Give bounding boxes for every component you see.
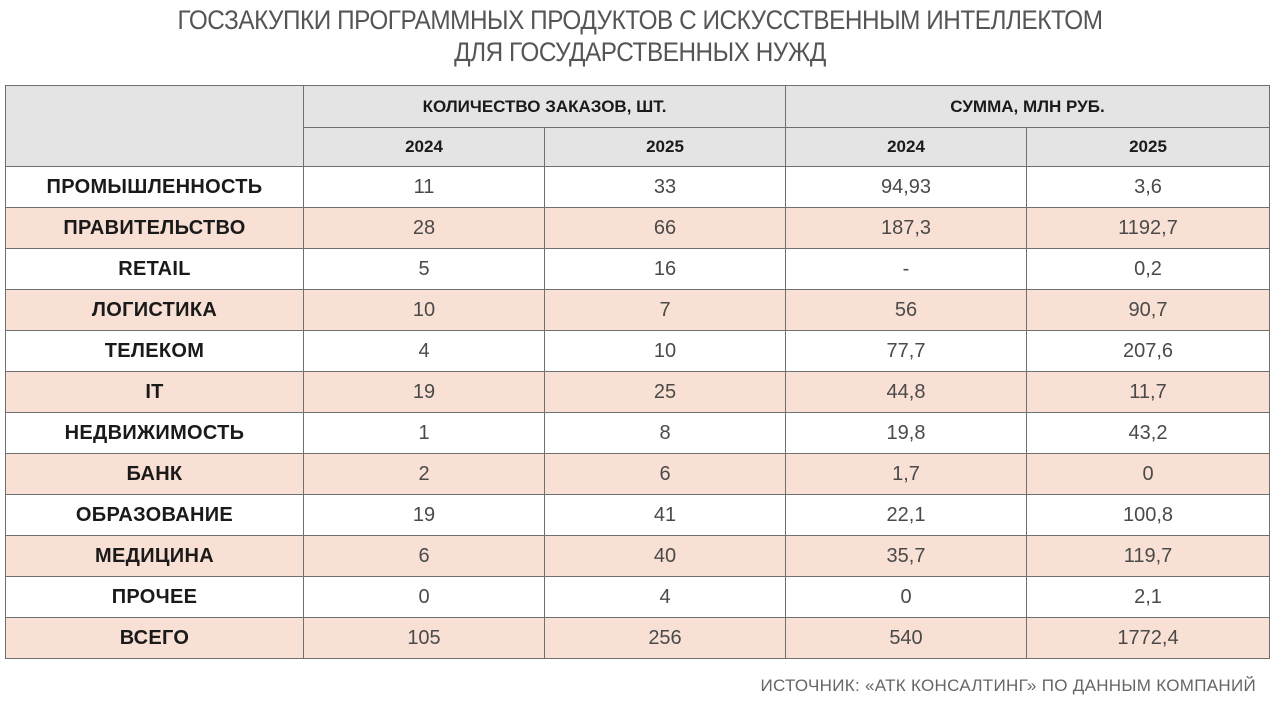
cell-orders-2024: 105 bbox=[303, 617, 545, 659]
cell-orders-2025: 16 bbox=[544, 248, 786, 290]
cell-sum-2024: - bbox=[785, 248, 1027, 290]
cell-sum-2024: 44,8 bbox=[785, 371, 1027, 413]
table-row: ТЕЛЕКОМ 4 10 77,7 207,6 bbox=[5, 330, 1270, 372]
cell-orders-2024: 6 bbox=[303, 535, 545, 577]
cell-orders-2025: 10 bbox=[544, 330, 786, 372]
cell-sum-2025: 3,6 bbox=[1026, 166, 1270, 208]
row-category-label: ТЕЛЕКОМ bbox=[5, 330, 304, 372]
cell-orders-2025: 8 bbox=[544, 412, 786, 454]
cell-sum-2024: 35,7 bbox=[785, 535, 1027, 577]
table-row: ПРОМЫШЛЕННОСТЬ 11 33 94,93 3,6 bbox=[5, 166, 1270, 208]
year-header-sum-2025: 2025 bbox=[1026, 127, 1270, 167]
cell-orders-2025: 41 bbox=[544, 494, 786, 536]
cell-orders-2024: 19 bbox=[303, 494, 545, 536]
cell-sum-2025: 2,1 bbox=[1026, 576, 1270, 618]
chart-title: ГОСЗАКУПКИ ПРОГРАММНЫХ ПРОДУКТОВ С ИСКУС… bbox=[64, 4, 1216, 68]
cell-orders-2025: 25 bbox=[544, 371, 786, 413]
procurement-table: КОЛИЧЕСТВО ЗАКАЗОВ, ШТ. СУММА, МЛН РУБ. … bbox=[5, 85, 1270, 659]
row-category-label: МЕДИЦИНА bbox=[5, 535, 304, 577]
table-row: ПРАВИТЕЛЬСТВО 28 66 187,3 1192,7 bbox=[5, 207, 1270, 249]
row-category-label: ПРОЧЕЕ bbox=[5, 576, 304, 618]
table-row: БАНК 2 6 1,7 0 bbox=[5, 453, 1270, 495]
table-row: НЕДВИЖИМОСТЬ 1 8 19,8 43,2 bbox=[5, 412, 1270, 454]
cell-sum-2025: 43,2 bbox=[1026, 412, 1270, 454]
cell-orders-2025: 33 bbox=[544, 166, 786, 208]
cell-orders-2025: 66 bbox=[544, 207, 786, 249]
row-category-label: НЕДВИЖИМОСТЬ bbox=[5, 412, 304, 454]
cell-sum-2024: 187,3 bbox=[785, 207, 1027, 249]
source-note: ИСТОЧНИК: «АТК КОНСАЛТИНГ» ПО ДАННЫМ КОМ… bbox=[760, 676, 1256, 695]
cell-sum-2025: 90,7 bbox=[1026, 289, 1270, 331]
table-row: ОБРАЗОВАНИЕ 19 41 22,1 100,8 bbox=[5, 494, 1270, 536]
cell-orders-2024: 19 bbox=[303, 371, 545, 413]
row-category-label: IT bbox=[5, 371, 304, 413]
cell-orders-2025: 40 bbox=[544, 535, 786, 577]
cell-orders-2024: 5 bbox=[303, 248, 545, 290]
row-category-label: ЛОГИСТИКА bbox=[5, 289, 304, 331]
cell-orders-2024: 0 bbox=[303, 576, 545, 618]
cell-orders-2024: 2 bbox=[303, 453, 545, 495]
table-body: ПРОМЫШЛЕННОСТЬ 11 33 94,93 3,6 ПРАВИТЕЛЬСТВО 2… bbox=[5, 166, 1270, 659]
cell-sum-2024: 56 bbox=[785, 289, 1027, 331]
row-category-label: ПРАВИТЕЛЬСТВО bbox=[5, 207, 304, 249]
title-line-2: ДЛЯ ГОСУДАРСТВЕННЫХ НУЖД bbox=[454, 37, 826, 67]
cell-sum-2025: 11,7 bbox=[1026, 371, 1270, 413]
cell-orders-2024: 28 bbox=[303, 207, 545, 249]
row-category-label: БАНК bbox=[5, 453, 304, 495]
year-header-orders-2024: 2024 bbox=[303, 127, 545, 167]
cell-orders-2025: 7 bbox=[544, 289, 786, 331]
corner-header-cell bbox=[5, 85, 304, 167]
year-header-orders-2025: 2025 bbox=[544, 127, 786, 167]
table-row: RETAIL 5 16-0,2 bbox=[5, 248, 1270, 290]
table-row: ВСЕГО 105 256 540 1772,4 bbox=[5, 617, 1270, 659]
cell-orders-2025: 6 bbox=[544, 453, 786, 495]
cell-sum-2025: 207,6 bbox=[1026, 330, 1270, 372]
table-row: МЕДИЦИНА 6 40 35,7 119,7 bbox=[5, 535, 1270, 577]
cell-orders-2024: 4 bbox=[303, 330, 545, 372]
title-line-1: ГОСЗАКУПКИ ПРОГРАММНЫХ ПРОДУКТОВ С ИСКУС… bbox=[177, 5, 1103, 35]
cell-sum-2025: 1192,7 bbox=[1026, 207, 1270, 249]
cell-orders-2024: 11 bbox=[303, 166, 545, 208]
cell-sum-2025: 119,7 bbox=[1026, 535, 1270, 577]
cell-sum-2025: 0,2 bbox=[1026, 248, 1270, 290]
table-row: ЛОГИСТИКА 10 7 56 90,7 bbox=[5, 289, 1270, 331]
cell-sum-2025: 1772,4 bbox=[1026, 617, 1270, 659]
cell-sum-2024: 19,8 bbox=[785, 412, 1027, 454]
cell-sum-2024: 22,1 bbox=[785, 494, 1027, 536]
cell-sum-2024: 540 bbox=[785, 617, 1027, 659]
cell-orders-2024: 1 bbox=[303, 412, 545, 454]
cell-orders-2024: 10 bbox=[303, 289, 545, 331]
table-row: IT 19 25 44,8 11,7 bbox=[5, 371, 1270, 413]
group-header-orders: КОЛИЧЕСТВО ЗАКАЗОВ, ШТ. bbox=[303, 85, 786, 128]
row-category-label: RETAIL bbox=[5, 248, 304, 290]
cell-sum-2024: 0 bbox=[785, 576, 1027, 618]
cell-sum-2025: 0 bbox=[1026, 453, 1270, 495]
cell-orders-2025: 256 bbox=[544, 617, 786, 659]
year-header-sum-2024: 2024 bbox=[785, 127, 1027, 167]
cell-sum-2024: 77,7 bbox=[785, 330, 1027, 372]
table-row: ПРОЧЕЕ 0 4 0 2,1 bbox=[5, 576, 1270, 618]
cell-sum-2024: 94,93 bbox=[785, 166, 1027, 208]
cell-orders-2025: 4 bbox=[544, 576, 786, 618]
cell-sum-2024: 1,7 bbox=[785, 453, 1027, 495]
row-category-label: ОБРАЗОВАНИЕ bbox=[5, 494, 304, 536]
row-category-label: ПРОМЫШЛЕННОСТЬ bbox=[5, 166, 304, 208]
cell-sum-2025: 100,8 bbox=[1026, 494, 1270, 536]
row-category-label: ВСЕГО bbox=[5, 617, 304, 659]
group-header-sum: СУММА, МЛН РУБ. bbox=[785, 85, 1270, 128]
